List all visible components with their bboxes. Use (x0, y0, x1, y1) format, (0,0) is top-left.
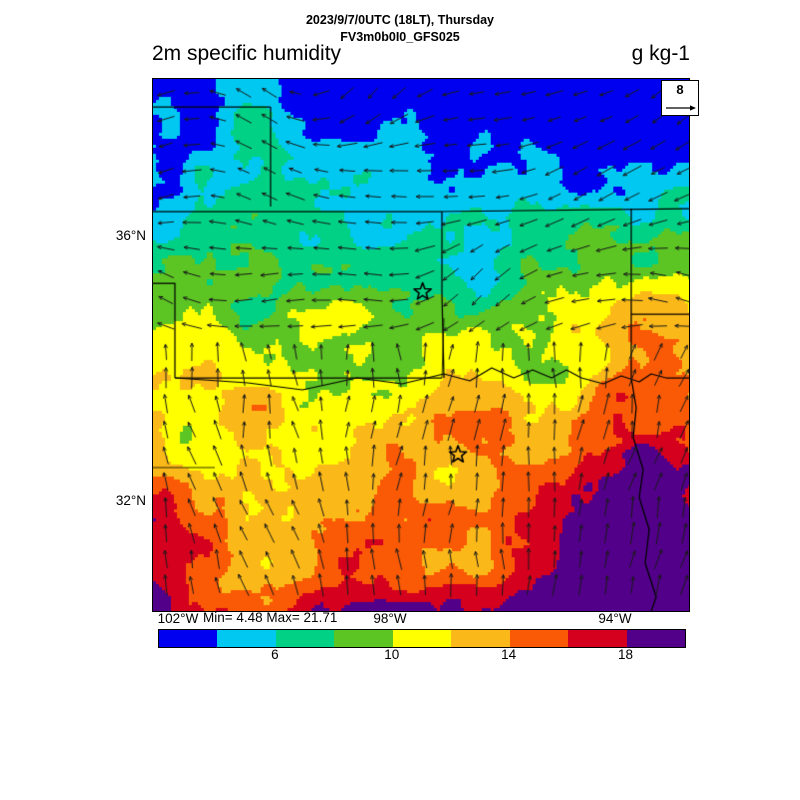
humidity-field-canvas (153, 79, 689, 611)
colorbar-tick-labels: 6 10 14 18 (158, 647, 684, 665)
lon-tick-98w: 98°W (373, 611, 407, 626)
lat-tick-32n: 32°N (115, 493, 146, 508)
colorbar-segment-blue (159, 630, 218, 647)
colorbar-segment-green (334, 630, 393, 647)
wind-reference-legend: 8 (661, 80, 699, 116)
lat-tick-36n: 36°N (115, 228, 146, 243)
colorbar-segment-purple (626, 630, 685, 647)
lon-tick-102w: 102°W (157, 611, 199, 626)
units-label: g kg-1 (631, 42, 690, 65)
colorbar-segment-spring-green (275, 630, 335, 647)
colorbar-tick-6: 6 (271, 647, 279, 662)
page-title: 2m specific humidity (152, 42, 342, 65)
colorbar-segment-yellow (392, 630, 452, 647)
lon-tick-94w: 94°W (598, 611, 632, 626)
colorbar[interactable] (158, 629, 686, 648)
colorbar-segment-cyan (217, 630, 276, 647)
wind-reference-value: 8 (676, 82, 684, 97)
stats-minmax: Min= 4.48 Max= 21.71 (203, 610, 338, 625)
colorbar-tick-18: 18 (618, 647, 634, 662)
map-plot-area[interactable] (152, 78, 690, 612)
wind-vector-arrow-icon (666, 105, 696, 111)
colorbar-segment-crimson (568, 630, 627, 647)
colorbar-tick-10: 10 (384, 647, 400, 662)
title-model: FV3m0b0I0_GFS025 (340, 30, 460, 44)
colorbar-segment-amber (451, 630, 510, 647)
colorbar-tick-14: 14 (501, 647, 517, 662)
title-timestamp: 2023/9/7/0UTC (18LT), Thursday (305, 13, 495, 27)
colorbar-segment-orange-red (509, 630, 569, 647)
